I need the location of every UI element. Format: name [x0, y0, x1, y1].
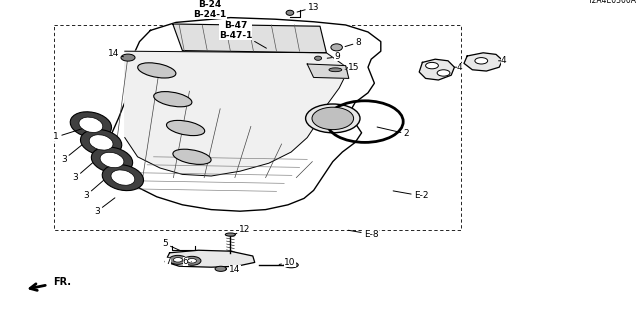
Text: 4: 4 [454, 63, 462, 72]
Ellipse shape [312, 107, 354, 130]
Ellipse shape [100, 152, 124, 168]
Ellipse shape [70, 112, 111, 138]
Ellipse shape [225, 233, 236, 236]
Ellipse shape [173, 149, 211, 164]
Circle shape [426, 62, 438, 69]
Text: E-8: E-8 [348, 230, 378, 239]
Circle shape [188, 259, 196, 263]
Ellipse shape [92, 147, 132, 173]
Text: 5: 5 [163, 239, 180, 250]
Text: 3: 3 [61, 145, 82, 164]
Ellipse shape [166, 120, 205, 136]
Circle shape [121, 54, 135, 61]
Ellipse shape [315, 56, 321, 60]
Polygon shape [109, 18, 381, 211]
Text: 12: 12 [235, 225, 251, 234]
Text: 3: 3 [95, 198, 115, 216]
Text: T2A4E0300A: T2A4E0300A [588, 0, 637, 5]
Text: 3: 3 [73, 163, 93, 182]
Text: E-2: E-2 [393, 191, 428, 200]
Ellipse shape [331, 44, 342, 51]
Text: 14: 14 [225, 265, 241, 274]
Polygon shape [165, 250, 255, 267]
Text: 4: 4 [499, 56, 506, 65]
Circle shape [437, 70, 450, 76]
Circle shape [169, 255, 187, 264]
Circle shape [475, 58, 488, 64]
Polygon shape [419, 59, 454, 80]
Circle shape [183, 256, 201, 265]
Text: B-24
B-24-1: B-24 B-24-1 [193, 0, 237, 29]
Ellipse shape [154, 92, 192, 107]
Ellipse shape [286, 10, 294, 15]
Polygon shape [307, 64, 349, 78]
Ellipse shape [306, 104, 360, 133]
Ellipse shape [215, 266, 227, 271]
Text: 9: 9 [327, 52, 340, 61]
Text: 3: 3 [84, 180, 104, 200]
Text: 10: 10 [279, 258, 296, 267]
Text: 2: 2 [377, 127, 409, 138]
Text: 6: 6 [183, 257, 191, 266]
Ellipse shape [79, 117, 103, 132]
Ellipse shape [284, 262, 298, 268]
Ellipse shape [81, 129, 122, 156]
Text: 8: 8 [345, 38, 361, 47]
Ellipse shape [111, 170, 135, 185]
Text: 15: 15 [345, 63, 360, 72]
Ellipse shape [89, 135, 113, 150]
Text: B-47
B-47-1: B-47 B-47-1 [219, 21, 266, 48]
Polygon shape [173, 24, 326, 53]
Ellipse shape [138, 63, 176, 78]
Circle shape [173, 258, 182, 262]
Polygon shape [125, 51, 349, 176]
Text: 14: 14 [108, 49, 124, 58]
Text: 1: 1 [54, 129, 82, 141]
Ellipse shape [329, 68, 342, 72]
Ellipse shape [102, 164, 143, 191]
Text: FR.: FR. [53, 277, 71, 287]
Text: 7: 7 [166, 257, 174, 266]
Polygon shape [464, 53, 502, 71]
Text: 13: 13 [297, 3, 319, 12]
